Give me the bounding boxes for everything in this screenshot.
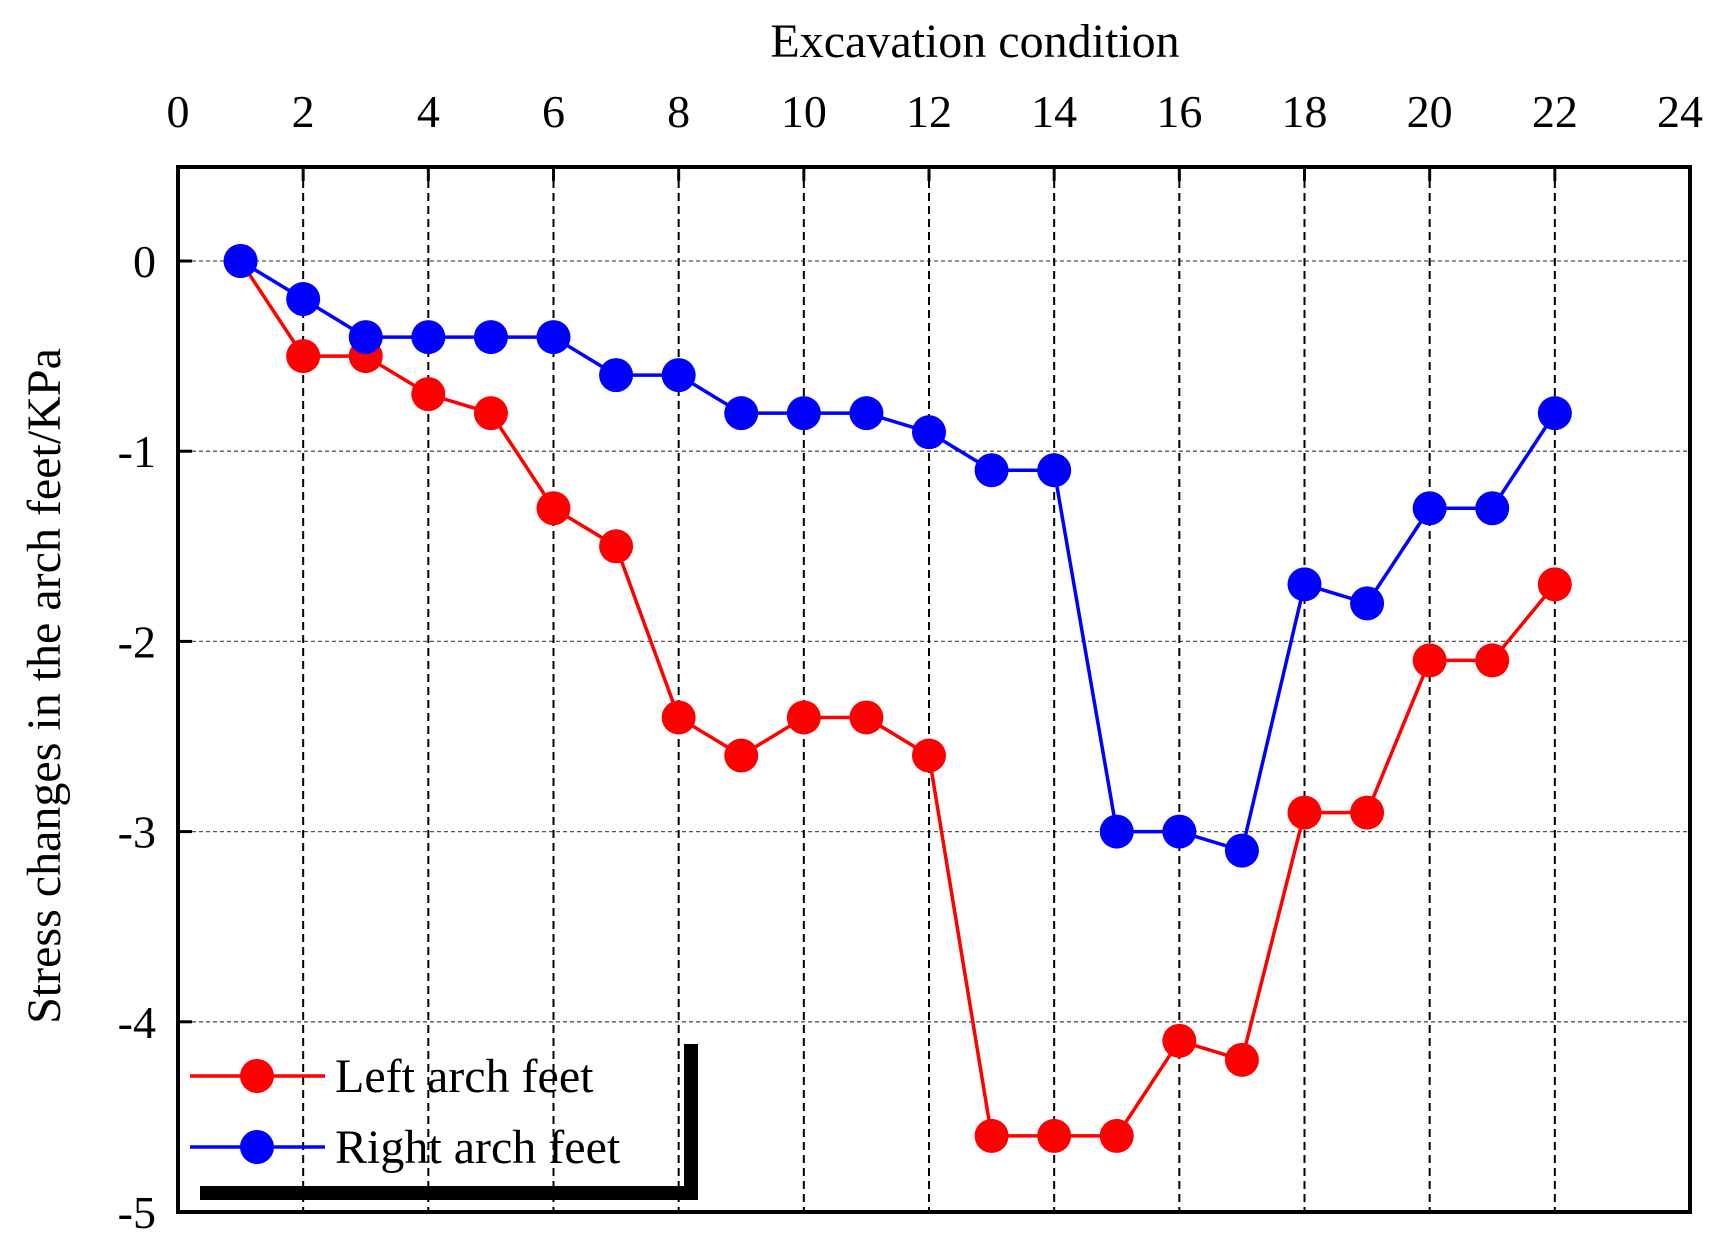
data-point xyxy=(786,700,821,735)
plot-frame xyxy=(176,165,1692,1214)
data-point xyxy=(599,529,634,564)
x-tick-label: 10 xyxy=(781,86,827,137)
data-point xyxy=(1162,814,1197,849)
x-tick-label: 20 xyxy=(1407,86,1453,137)
data-point xyxy=(1412,491,1447,526)
series-layer xyxy=(223,244,1572,1153)
data-point xyxy=(1099,1118,1134,1153)
data-point xyxy=(1350,795,1385,830)
y-tick-label: -1 xyxy=(118,426,156,477)
x-tick-label: 22 xyxy=(1532,86,1578,137)
legend-item-right: Right arch feet xyxy=(190,1121,621,1174)
data-point xyxy=(536,491,571,526)
y-tick-label: -4 xyxy=(118,997,156,1048)
data-point xyxy=(1412,643,1447,678)
data-point xyxy=(1037,1118,1072,1153)
data-point xyxy=(912,738,946,773)
data-point xyxy=(786,396,821,431)
legend-marker xyxy=(240,1059,274,1093)
data-point xyxy=(473,320,508,355)
data-point xyxy=(1287,795,1322,830)
data-point xyxy=(536,320,571,355)
data-point xyxy=(1162,1023,1197,1058)
data-point xyxy=(1537,396,1572,431)
legend-label: Left arch feet xyxy=(335,1050,594,1103)
series-left xyxy=(223,244,1572,1153)
data-point xyxy=(1099,814,1134,849)
data-point xyxy=(1537,567,1572,602)
x-tick-label: 4 xyxy=(417,86,440,137)
data-point xyxy=(661,700,696,735)
series-line xyxy=(239,260,1557,1138)
data-point xyxy=(1224,833,1259,868)
data-point xyxy=(1037,453,1072,488)
data-point xyxy=(411,377,446,412)
data-point xyxy=(1224,1042,1259,1077)
data-point xyxy=(286,282,321,317)
data-point xyxy=(974,1118,1009,1153)
y-tick-label: -5 xyxy=(118,1187,156,1238)
x-tick-label: 24 xyxy=(1657,86,1703,137)
data-point xyxy=(849,700,884,735)
data-point xyxy=(1350,586,1385,621)
x-tick-label: 16 xyxy=(1156,86,1202,137)
data-point xyxy=(1475,491,1510,526)
x-tick-label: 12 xyxy=(906,86,952,137)
legend: Left arch feet Right arch feet xyxy=(190,1044,698,1200)
data-point xyxy=(348,320,383,355)
data-point xyxy=(974,453,1009,488)
x-tick-label: 6 xyxy=(542,86,565,137)
y-tick-label: -3 xyxy=(118,807,156,858)
x-axis-title: Excavation condition xyxy=(770,15,1179,68)
legend-item-left: Left arch feet xyxy=(190,1050,594,1103)
x-tick-label: 0 xyxy=(167,86,190,137)
x-tick-label: 14 xyxy=(1031,86,1077,137)
legend-shadow-bottom xyxy=(200,1186,698,1200)
axis-ticks: 0-1-2-3-4-50 2 4 6 8 10 12 14 16 18 20 22 24 xyxy=(118,86,1703,1238)
data-point xyxy=(411,320,446,355)
data-point xyxy=(912,415,946,450)
y-tick-label: 0 xyxy=(133,236,156,287)
x-tick-label: 2 xyxy=(292,86,315,137)
data-point xyxy=(286,339,321,374)
data-point xyxy=(849,396,884,431)
x-tick-label: 18 xyxy=(1282,86,1328,137)
legend-marker xyxy=(240,1130,274,1164)
legend-shadow-right xyxy=(684,1044,698,1200)
data-point xyxy=(473,396,508,431)
data-point xyxy=(1287,567,1322,602)
data-point xyxy=(599,358,634,393)
series-right xyxy=(223,244,1572,868)
data-point xyxy=(724,396,759,431)
series-line xyxy=(239,259,1557,853)
data-point xyxy=(1475,643,1510,678)
legend-entries: Left arch feet Right arch feet xyxy=(190,1050,621,1174)
x-tick-label: 8 xyxy=(667,86,690,137)
y-tick-label: -2 xyxy=(118,616,156,667)
data-point xyxy=(724,738,759,773)
data-point xyxy=(223,244,258,278)
legend-label: Right arch feet xyxy=(335,1121,621,1174)
data-point xyxy=(661,358,696,393)
y-axis-title: Stress changes in the arch feet/KPa xyxy=(18,348,71,1024)
